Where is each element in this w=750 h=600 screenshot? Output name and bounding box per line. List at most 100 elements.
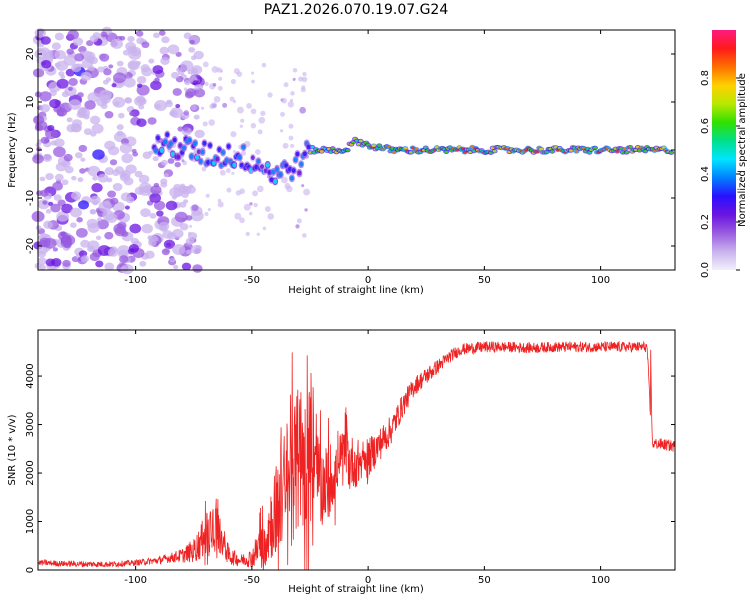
spectrogram-cell	[163, 173, 169, 178]
spectrogram-cell	[112, 96, 126, 108]
spectrogram-ridge-cell	[544, 150, 549, 154]
snr-x-label: Height of straight line (km)	[288, 584, 424, 595]
spectrogram-cell	[40, 104, 51, 113]
spectrogram-ridge-cell	[423, 146, 428, 150]
spectrogram-cell	[75, 152, 83, 159]
spectrogram-cell	[182, 124, 189, 132]
spectrogram-cell	[40, 36, 51, 45]
spectrogram-cell	[104, 262, 115, 271]
spectrogram-cell	[105, 77, 112, 82]
spectrogram-cell	[54, 138, 65, 148]
spectrogram-cell	[182, 160, 188, 166]
spectrogram-cell	[160, 57, 170, 65]
snr-x-ticks: -100 -50 0 50 100	[124, 330, 610, 586]
spectrogram-cell	[78, 200, 90, 210]
colorbar-tick-label: 0.8	[700, 70, 711, 86]
spectrogram-cell	[165, 200, 178, 211]
snr-series-line	[37, 340, 676, 571]
spectrogram-ridge-cell	[297, 170, 302, 176]
spectrogram-cell	[104, 111, 114, 119]
spectrogram-ridge-cell	[615, 150, 620, 153]
spectrogram-cell	[160, 159, 168, 166]
spectrogram-cell	[125, 41, 137, 52]
spectrogram-ridge-cell	[198, 158, 203, 164]
spectrogram-cell	[178, 69, 185, 76]
spectrogram-ridge-cell	[176, 154, 181, 160]
spectrogram-y-tick-label: 0	[25, 147, 36, 153]
spectrogram-cell	[97, 66, 105, 73]
spectrogram-ridge-cell	[232, 162, 237, 168]
spectrogram-cell	[181, 185, 189, 193]
spectrogram-cell	[76, 227, 88, 238]
spectrogram-ridge-cell	[181, 145, 186, 151]
spectrogram-cell	[153, 200, 166, 211]
spectrogram-cell	[76, 217, 83, 223]
spectrogram-cell	[219, 169, 226, 176]
spectrogram-cell	[70, 191, 82, 200]
colorbar-label: Normalized spectral amplitude	[737, 73, 748, 227]
spectrogram-ridge-cell	[273, 178, 278, 184]
spectrogram-cell	[95, 260, 104, 268]
spectrogram-ridge-cell	[444, 150, 449, 154]
colorbar-tick-label: 0.2	[700, 214, 711, 230]
spectrogram-ridge-cell	[256, 158, 261, 164]
spectrogram-cell	[186, 249, 192, 255]
spectrogram-cell	[175, 103, 181, 109]
spectrogram-cell	[52, 247, 58, 252]
spectrogram-cell	[231, 171, 235, 175]
spectrogram-cell	[217, 198, 222, 203]
spectrogram-cell	[230, 78, 236, 85]
spectrogram-cell	[295, 224, 300, 229]
spectrogram-ridge-cell	[377, 144, 382, 147]
spectrogram-ridge-cell	[202, 140, 207, 146]
spectrogram-cell	[84, 100, 96, 110]
spectrogram-ridge-cell	[291, 168, 296, 173]
spectrogram-cell	[187, 231, 192, 236]
spectrogram-cell	[194, 129, 205, 139]
spectrogram-ridge-cell	[628, 145, 633, 149]
spectrogram-cell	[66, 48, 74, 55]
spectrogram-cell	[56, 211, 70, 222]
spectrogram-cell	[252, 190, 259, 197]
spectrogram-cell	[246, 103, 252, 109]
figure-title: PAZ1.2026.070.19.07.G24	[264, 2, 449, 18]
spectrogram-cell	[250, 122, 257, 129]
spectrogram-cell	[170, 71, 180, 79]
spectrogram-cell	[150, 185, 162, 195]
spectrogram-cell	[92, 175, 98, 181]
spectrogram-cell	[43, 220, 54, 229]
spectrogram-cell	[36, 146, 42, 152]
spectrogram-cell	[169, 257, 176, 263]
spectrogram-cell	[180, 60, 194, 72]
spectrogram-ridge-cell	[414, 147, 419, 151]
spectrogram-cell	[92, 199, 99, 206]
spectrogram-cell	[37, 250, 47, 258]
snr-x-tick-label: -100	[124, 575, 147, 586]
spectrogram-cell	[97, 245, 111, 256]
spectrogram-cell	[280, 111, 286, 117]
spectrogram-cell	[245, 231, 250, 237]
spectrogram-cell	[267, 92, 273, 98]
spectrogram-cell	[183, 87, 188, 92]
spectrogram-cell	[138, 174, 150, 184]
spectrogram-cell	[186, 185, 196, 194]
spectrogram-ridge-cell	[274, 167, 279, 172]
spectrogram-cell	[147, 235, 153, 240]
spectrogram-cell	[292, 68, 298, 73]
spectrogram-cell	[54, 32, 64, 41]
spectrogram-cell	[226, 187, 232, 193]
colorbar-tick-label: 0.0	[700, 262, 711, 278]
spectrogram-ridge-cell	[293, 157, 298, 163]
spectrogram-cell	[169, 110, 178, 117]
spectrogram-cell	[46, 49, 53, 56]
spectrogram-cell	[70, 207, 82, 218]
spectrogram-ridge-cell	[306, 144, 311, 150]
snr-frame	[37, 329, 676, 571]
spectrogram-cell	[183, 199, 189, 204]
spectrogram-cell	[243, 203, 251, 211]
spectrogram-cell	[91, 123, 104, 134]
spectrogram-ridge-cell	[200, 149, 205, 155]
spectrogram-cell	[64, 166, 74, 174]
spectrogram-ridge-cell	[237, 155, 242, 160]
